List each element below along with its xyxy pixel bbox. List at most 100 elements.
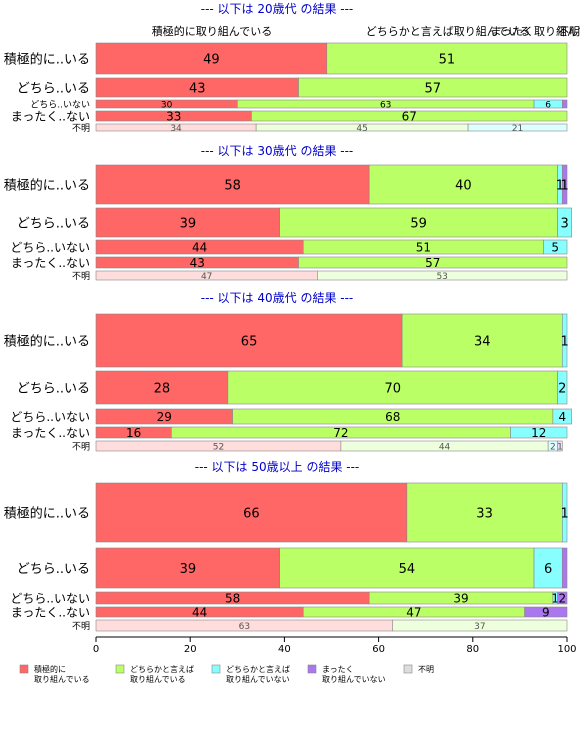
data-label: 44 [439, 442, 451, 452]
data-label: 72 [333, 426, 348, 440]
bar-segment [317, 270, 568, 281]
bar-segment [561, 482, 568, 543]
data-label: 40 [455, 178, 472, 193]
data-label: 39 [180, 562, 197, 577]
data-label: 53 [436, 272, 447, 282]
data-label: 39 [453, 592, 468, 606]
data-label: 34 [474, 334, 491, 349]
legend-label: 取り組んでいる [34, 674, 90, 684]
legend-swatch [211, 664, 221, 674]
bar-segment [561, 313, 568, 368]
data-label: 45 [356, 124, 367, 134]
row-label: どちら..いない [10, 241, 90, 255]
data-label: 2 [558, 381, 566, 396]
legend-swatch [19, 664, 29, 674]
data-label: 58 [224, 178, 241, 193]
data-label: 6 [545, 100, 551, 110]
legend-label: 取り組んでいない [226, 674, 290, 684]
data-label: 52 [213, 442, 224, 452]
data-label: 4 [558, 410, 566, 424]
row-label: どちら..いる [17, 216, 90, 231]
bar-segment [298, 256, 568, 269]
row-label: 不明 [72, 271, 90, 282]
column-header: 積極的に取り組んでいる [152, 24, 272, 38]
data-label: 1 [551, 592, 559, 606]
panel-title: --- 以下は 20歳代 の結果 --- [201, 2, 354, 16]
x-tick-label: 80 [466, 644, 479, 655]
row-label: まったく..ない [11, 256, 90, 270]
data-label: 1 [556, 178, 564, 193]
bar-segment [95, 370, 229, 405]
bar-segment [557, 207, 573, 238]
data-label: 2 [558, 592, 566, 606]
data-label: 57 [425, 256, 440, 270]
data-label: 47 [201, 272, 212, 282]
legend-label: どちらかと言えば [130, 664, 194, 674]
bar-segment [561, 99, 568, 109]
bar-segment [95, 482, 408, 543]
data-label: 68 [385, 410, 400, 424]
x-tick-label: 20 [184, 644, 197, 655]
bar-segment [326, 42, 568, 75]
data-label: 57 [424, 81, 441, 96]
legend-label: 積極的に [34, 664, 66, 674]
bar-segment [95, 164, 370, 205]
data-label: 65 [241, 334, 258, 349]
data-label: 49 [203, 52, 220, 67]
x-tick-label: 100 [557, 644, 576, 655]
data-label: 9 [542, 606, 550, 620]
data-label: 21 [512, 124, 523, 134]
bar-segment [510, 426, 568, 439]
data-label: 54 [399, 562, 416, 577]
row-label: 積極的に..いる [4, 177, 90, 193]
legend-swatch [307, 664, 317, 674]
row-label: まったく..ない [11, 606, 90, 620]
data-label: 3 [561, 216, 569, 231]
data-label: 1 [561, 506, 569, 521]
panel-title: --- 以下は 40歳代 の結果 --- [201, 291, 354, 305]
data-label: 44 [192, 241, 207, 255]
legend-label: 取り組んでいる [130, 674, 186, 684]
row-label: 不明 [72, 621, 90, 632]
data-label: 33 [166, 110, 181, 124]
data-label: 51 [416, 241, 431, 255]
data-label: 66 [243, 506, 260, 521]
data-label: 2 [550, 442, 556, 452]
data-label: 34 [170, 124, 182, 134]
column-header: どちらかと言えば取り組んでいる [366, 25, 530, 38]
data-label: 67 [402, 110, 417, 124]
bar-segment [227, 370, 558, 405]
bar-segment [95, 313, 403, 368]
row-label: まったく..ない [11, 110, 90, 124]
legend-swatch [403, 664, 413, 674]
bar-segment [557, 370, 568, 405]
data-label: 63 [380, 100, 391, 110]
legend-label: 不明 [418, 665, 434, 674]
row-label: どちら..いる [17, 381, 90, 396]
x-tick-label: 0 [93, 644, 99, 655]
data-label: 43 [189, 81, 206, 96]
row-label: 積極的に..いる [4, 505, 90, 521]
data-label: 6 [544, 562, 552, 577]
data-label: 70 [384, 381, 401, 396]
bar-segment [561, 547, 568, 589]
row-label: 不明 [72, 441, 90, 452]
data-label: 1 [561, 334, 569, 349]
x-tick-label: 60 [372, 644, 385, 655]
bar-segment [401, 313, 563, 368]
bar-segment [467, 123, 568, 132]
data-label: 58 [225, 592, 240, 606]
panel-title: --- 以下は 30歳代 の結果 --- [201, 144, 354, 158]
bar-segment [406, 482, 563, 543]
row-label: まったく..ない [11, 426, 90, 440]
row-label: どちら..いない [10, 592, 90, 606]
row-label: どちら..いる [17, 562, 90, 577]
bar-segment [557, 591, 568, 605]
bar-segment [561, 164, 568, 205]
data-label: 29 [157, 410, 172, 424]
data-label: 33 [476, 506, 493, 521]
row-label: どちら..いない [10, 410, 90, 424]
